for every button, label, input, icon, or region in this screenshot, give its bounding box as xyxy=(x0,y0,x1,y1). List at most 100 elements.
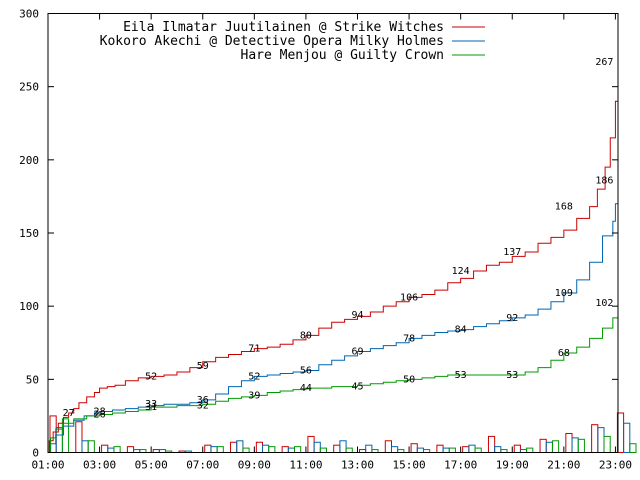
hourly-bar xyxy=(294,446,302,453)
hourly-bar xyxy=(390,446,399,453)
series-line xyxy=(48,180,619,453)
hourly-bar xyxy=(448,447,456,453)
hourly-bar xyxy=(313,441,321,454)
legend-label: Eila Ilmatar Juutilainen @ Strike Witche… xyxy=(123,20,444,35)
hourly-bar xyxy=(597,427,605,453)
hourly-bar xyxy=(216,446,224,453)
data-label: 33 xyxy=(145,399,157,410)
data-label: 39 xyxy=(248,390,260,401)
y-tick-label: 50 xyxy=(26,373,39,386)
x-tick-label: 15:00 xyxy=(393,459,426,472)
x-tick-label: 13:00 xyxy=(341,459,374,472)
series-line xyxy=(48,303,619,453)
data-label: 267 xyxy=(595,57,613,68)
data-labels: 27 52 59 71 80 94 106 124 137 168 267 28 33 36 52 56 69 7… xyxy=(63,57,614,421)
x-tick-label: 11:00 xyxy=(289,459,322,472)
hourly-bar xyxy=(468,444,476,453)
data-label: 27 xyxy=(63,408,75,419)
data-label: 84 xyxy=(455,325,467,336)
hourly-bar xyxy=(513,444,521,453)
hourly-bar xyxy=(242,447,250,453)
hourly-bar xyxy=(345,447,353,453)
y-tick-label: 250 xyxy=(19,81,39,94)
legend-label: Kokoro Akechi @ Detective Opera Milky Ho… xyxy=(100,34,444,49)
data-label: 102 xyxy=(595,298,613,309)
hourly-bar xyxy=(384,440,392,454)
hourly-bar xyxy=(442,447,450,453)
hourly-bar xyxy=(494,446,502,453)
hourly-bar xyxy=(339,440,347,454)
hourly-bar xyxy=(577,438,585,453)
hourly-bar xyxy=(236,440,244,454)
hourly-bar xyxy=(255,441,264,454)
hourly-bar xyxy=(230,441,238,454)
hourly-bar xyxy=(545,441,553,454)
x-tick-label: 19:00 xyxy=(496,459,529,472)
hourly-bar xyxy=(81,440,89,454)
data-label: 52 xyxy=(248,371,260,382)
hourly-bar xyxy=(75,421,83,453)
hourly-bar xyxy=(319,447,327,453)
data-label: 137 xyxy=(503,247,521,258)
x-tick-label: 09:00 xyxy=(238,459,271,472)
data-label: 92 xyxy=(506,313,518,324)
x-tick-label: 05:00 xyxy=(135,459,168,472)
data-label: 168 xyxy=(555,202,573,213)
hourly-bar xyxy=(210,446,218,453)
hourly-bar xyxy=(591,424,599,454)
hourly-bar xyxy=(287,447,296,453)
hourly-bar xyxy=(623,422,631,454)
hourly-bar xyxy=(307,435,315,453)
hourly-bar xyxy=(365,444,373,453)
hourly-bar xyxy=(629,443,637,454)
hourly-bar xyxy=(416,447,424,453)
hourly-bar xyxy=(551,440,560,454)
data-label: 68 xyxy=(558,348,570,359)
hourly-bar xyxy=(55,427,63,453)
data-label: 53 xyxy=(506,370,518,381)
x-tick-label: 17:00 xyxy=(444,459,477,472)
data-label: 32 xyxy=(197,401,209,412)
data-label: 44 xyxy=(300,383,312,394)
data-label: 59 xyxy=(197,361,209,372)
series-lines xyxy=(48,61,619,453)
x-tick-label: 07:00 xyxy=(186,459,219,472)
axes: 0 50 100 150 200 250 300 01:00 03:00 05:00 07:00 09… xyxy=(19,8,632,472)
y-tick-label: 300 xyxy=(19,8,39,21)
x-tick-label: 23:00 xyxy=(599,459,632,472)
data-label: 109 xyxy=(555,288,573,299)
series-line xyxy=(48,61,619,453)
data-label: 52 xyxy=(145,371,157,382)
data-label: 56 xyxy=(300,366,312,377)
legend-label: Hare Menjou @ Guilty Crown xyxy=(241,48,445,63)
data-label: 28 xyxy=(94,407,106,418)
hourly-bar xyxy=(101,444,109,453)
data-label: 69 xyxy=(351,347,363,358)
data-label: 106 xyxy=(400,292,418,303)
hourly-bar xyxy=(281,446,289,453)
x-tick-label: 01:00 xyxy=(31,459,64,472)
hourly-bar xyxy=(603,435,611,453)
data-label: 78 xyxy=(403,333,415,344)
hourly-bar xyxy=(487,435,496,453)
hourly-bar xyxy=(87,440,95,454)
data-label: 94 xyxy=(351,310,363,321)
hourly-bar xyxy=(113,446,121,453)
hourly-bar xyxy=(526,447,534,453)
data-label: 53 xyxy=(455,370,467,381)
data-label: 45 xyxy=(351,382,363,393)
hourly-bar xyxy=(462,446,470,453)
y-tick-label: 100 xyxy=(19,300,39,313)
hourly-bar xyxy=(539,438,547,453)
x-tick-label: 03:00 xyxy=(83,459,116,472)
hourly-bar xyxy=(436,444,444,453)
hourly-bar xyxy=(333,444,341,453)
y-tick-label: 0 xyxy=(32,447,39,460)
data-label: 80 xyxy=(300,330,312,341)
data-label: 71 xyxy=(248,344,260,355)
hourly-bar xyxy=(204,444,212,453)
y-tick-label: 200 xyxy=(19,154,39,167)
data-label: 124 xyxy=(452,266,470,277)
hourly-bar xyxy=(107,447,115,453)
